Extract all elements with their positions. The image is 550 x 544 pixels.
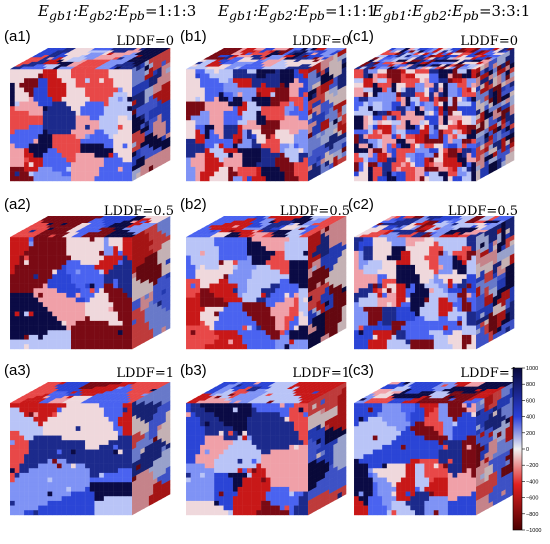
panel-label: (b1) [180, 28, 207, 45]
panel-b3: (b3) LDDF=1 [178, 362, 354, 540]
colorbar-tick-label: −1000 [526, 528, 541, 534]
panel-c2: (c2) LDDF=0.5 [346, 196, 522, 374]
microstructure-cube [2, 28, 178, 206]
colorbar-tick-label: −600 [526, 496, 538, 502]
panel-c3: (c3) LDDF=1 [346, 362, 522, 540]
lddf-label: LDDF=0.5 [280, 204, 350, 219]
panel-label: (c1) [348, 28, 374, 45]
microstructure-cube [2, 362, 178, 540]
panel-b1: (b1) LDDF=0 [178, 28, 354, 206]
colorbar: 1000 800 600 400 200 0 −200 −400 −600 −800 −1000 [512, 362, 550, 538]
microstructure-cube [178, 362, 354, 540]
colorbar-tick-label: 400 [526, 415, 535, 421]
panel-label: (c3) [348, 362, 374, 379]
panel-a2: (a2) LDDF=0.5 [2, 196, 178, 374]
colorbar-tick-label: 1000 [526, 366, 538, 372]
panel-label: (b3) [180, 362, 207, 379]
column-title-a: Egb1:Egb2:Epb=1:1:3 [38, 2, 196, 23]
colorbar-tick-label: 200 [526, 431, 535, 437]
colorbar-tick-label: −200 [526, 463, 538, 469]
colorbar-tick-label: −400 [526, 479, 538, 485]
lddf-label: LDDF=1 [460, 366, 518, 381]
panel-label: (b2) [180, 196, 207, 213]
lddf-label: LDDF=0 [116, 34, 174, 49]
panel-c1: (c1) LDDF=0 [346, 28, 522, 206]
panel-label: (a2) [4, 196, 31, 213]
microstructure-cube [346, 362, 522, 540]
lddf-label: LDDF=0 [292, 34, 350, 49]
lddf-label: LDDF=1 [292, 366, 350, 381]
lddf-label: LDDF=0.5 [448, 204, 518, 219]
microstructure-cube [178, 28, 354, 206]
microstructure-cube [2, 196, 178, 374]
colorbar-tick-label: 600 [526, 398, 535, 404]
panel-a1: (a1) LDDF=0 [2, 28, 178, 206]
colorbar-tick-label: −800 [526, 512, 538, 518]
panel-label: (a1) [4, 28, 31, 45]
panel-b2: (b2) LDDF=0.5 [178, 196, 354, 374]
microstructure-cube [346, 196, 522, 374]
lddf-label: LDDF=0.5 [104, 204, 174, 219]
microstructure-cube [178, 196, 354, 374]
lddf-label: LDDF=0 [460, 34, 518, 49]
microstructure-cube [346, 28, 522, 206]
colorbar-gradient [513, 368, 522, 530]
panel-a3: (a3) LDDF=1 [2, 362, 178, 540]
panel-label: (a3) [4, 362, 31, 379]
colorbar-tick-label: 0 [526, 447, 529, 453]
colorbar-tick-label: 800 [526, 382, 535, 388]
lddf-label: LDDF=1 [116, 366, 174, 381]
column-title-c: Egb1:Egb2:Epb=3:3:1 [372, 2, 530, 23]
panel-label: (c2) [348, 196, 374, 213]
colorbar-ticks: 1000 800 600 400 200 0 −200 −400 −600 −800 −1000 [522, 366, 541, 534]
column-title-b: Egb1:Egb2:Epb=1:1:1 [218, 2, 376, 23]
